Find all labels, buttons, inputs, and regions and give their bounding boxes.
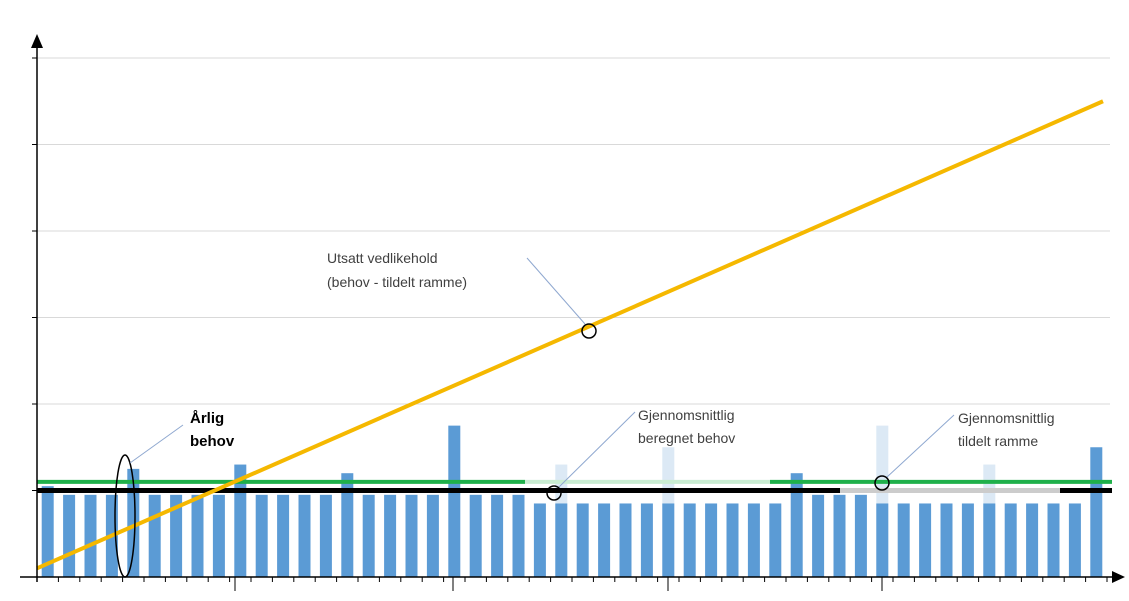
bar xyxy=(170,494,183,577)
deferred-leader xyxy=(526,257,586,325)
bar xyxy=(255,494,268,577)
bar xyxy=(491,494,504,577)
bar xyxy=(384,494,397,577)
y-axis-arrow xyxy=(31,34,43,48)
bar xyxy=(1004,503,1017,577)
bar xyxy=(533,503,546,577)
avg-need-marker xyxy=(546,485,562,501)
bar xyxy=(640,503,653,577)
bar xyxy=(769,503,782,577)
avg-frame-leader xyxy=(886,414,955,478)
bar xyxy=(341,473,354,577)
bar xyxy=(619,503,632,577)
bar xyxy=(919,503,932,577)
bar xyxy=(747,503,760,577)
series-lines xyxy=(36,99,1112,571)
bar xyxy=(405,494,418,577)
bar xyxy=(576,503,589,577)
bar xyxy=(897,503,910,577)
deferred-maintenance-label-line2: (behov - tildelt ramme) xyxy=(327,274,467,290)
avg-allocated-frame-label-line2: tildelt ramme xyxy=(958,433,1038,449)
bar xyxy=(598,503,611,577)
bar xyxy=(726,503,739,577)
avg-calculated-need-label-line1: Gjennomsnittlig xyxy=(638,407,735,423)
bar xyxy=(1068,503,1081,577)
avg-calculated-need-label-line2: beregnet behov xyxy=(638,430,735,446)
bar xyxy=(277,494,290,577)
bar xyxy=(426,494,439,577)
bar xyxy=(63,494,76,577)
x-axis-arrow xyxy=(1112,571,1125,583)
bar xyxy=(362,494,375,577)
bar xyxy=(212,494,225,577)
avg-need-leader xyxy=(558,411,636,488)
deferred-maintenance-label-line1: Utsatt vedlikehold xyxy=(327,250,438,266)
annual-need-label-line1: Årlig xyxy=(190,410,224,427)
annual-need-leader xyxy=(129,424,184,464)
bar xyxy=(876,503,889,577)
annual-need-label-line2: behov xyxy=(190,433,235,450)
bar xyxy=(705,503,718,577)
bar xyxy=(1026,503,1039,577)
bar xyxy=(191,494,204,577)
avg-frame-marker xyxy=(874,475,890,491)
bar xyxy=(469,494,482,577)
bar xyxy=(555,503,568,577)
callouts xyxy=(114,257,955,578)
deferred-marker xyxy=(581,323,597,339)
bar xyxy=(41,486,54,577)
bar xyxy=(1090,447,1103,577)
bar xyxy=(298,494,311,577)
bar xyxy=(854,494,867,577)
bar xyxy=(512,494,525,577)
bar xyxy=(127,468,140,577)
bar xyxy=(319,494,332,577)
bar xyxy=(148,494,161,577)
bar xyxy=(1047,503,1060,577)
bar xyxy=(662,503,675,577)
avg-allocated-frame-label-line1: Gjennomsnittlig xyxy=(958,410,1055,426)
annual-need-ellipse xyxy=(114,454,136,578)
bar xyxy=(961,503,974,577)
bar xyxy=(983,503,996,577)
bar xyxy=(790,473,803,577)
bar xyxy=(683,503,696,577)
bars xyxy=(41,425,1103,577)
bar xyxy=(84,494,97,577)
bar xyxy=(833,494,846,577)
deferred-line xyxy=(36,99,1104,571)
bar xyxy=(448,425,461,577)
bar xyxy=(812,494,825,577)
axes xyxy=(20,34,1125,591)
bar xyxy=(940,503,953,577)
